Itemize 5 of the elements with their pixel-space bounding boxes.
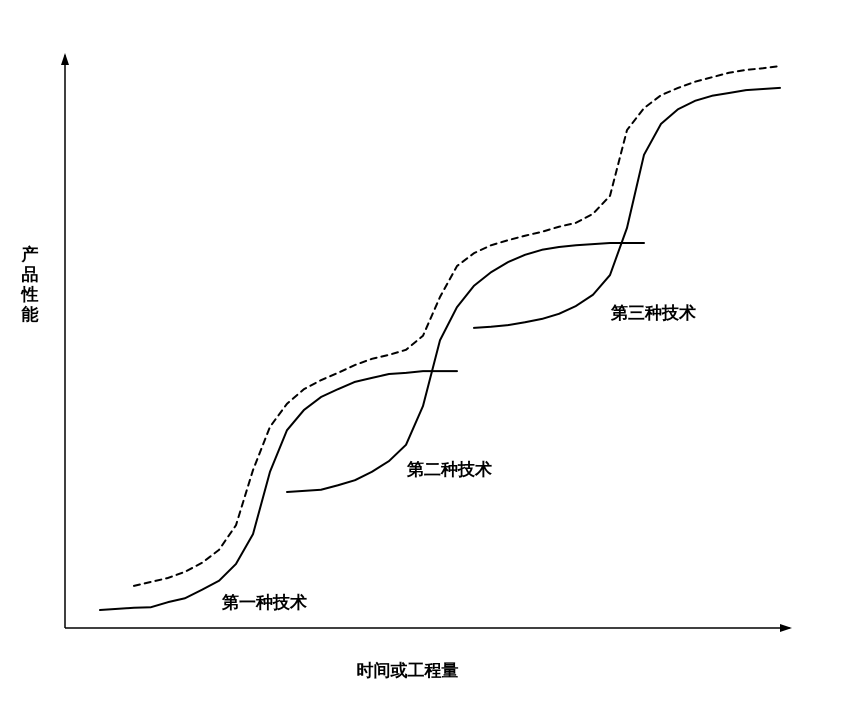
series-label: 第三种技术 [610,304,696,324]
x-axis-title: 时间或工程量 [356,661,458,681]
series-label: 第一种技术 [221,592,307,613]
series-label: 第二种技术 [406,460,492,480]
y-axis-title: 产品性能 [20,245,38,325]
